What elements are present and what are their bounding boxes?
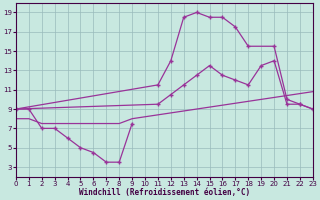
X-axis label: Windchill (Refroidissement éolien,°C): Windchill (Refroidissement éolien,°C) — [79, 188, 250, 197]
